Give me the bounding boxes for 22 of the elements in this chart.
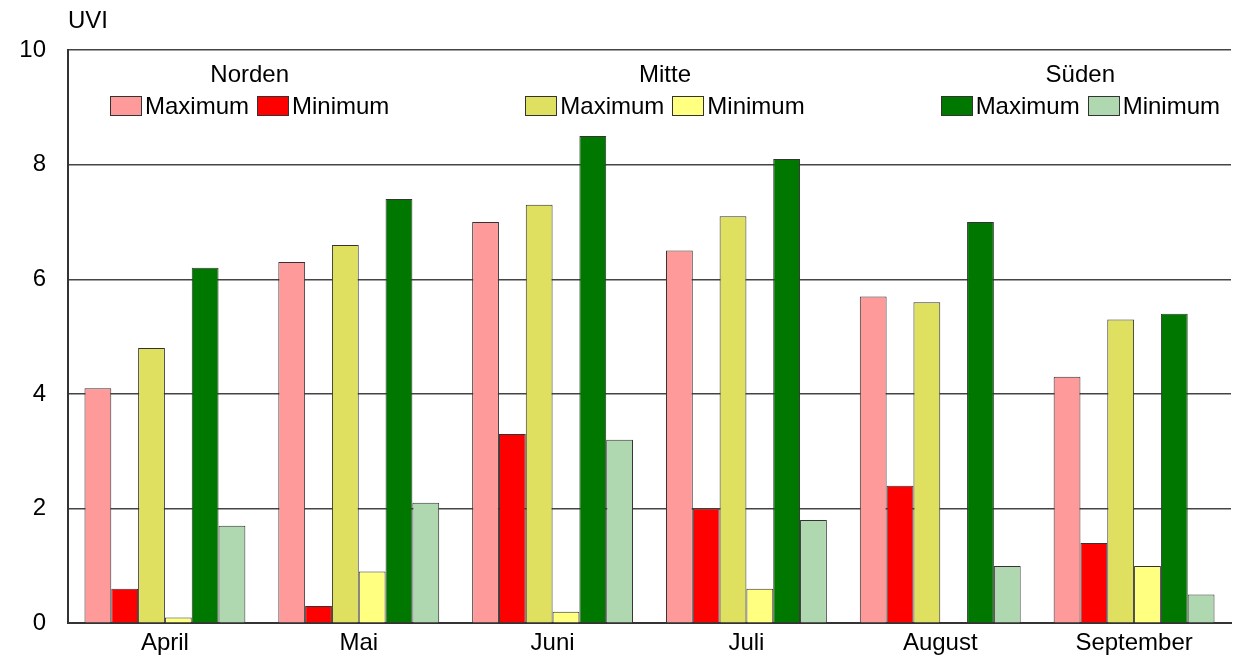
legend-label: Maximum (560, 92, 665, 120)
x-tick-label: September (1075, 628, 1193, 656)
y-tick-label: 0 (32, 607, 46, 635)
y-tick-label: 4 (32, 378, 46, 406)
x-tick-label: April (140, 628, 189, 656)
legend-label: Maximum (975, 92, 1080, 120)
x-tick-label: Mai (339, 628, 379, 656)
y-tick-label: 2 (32, 493, 46, 521)
x-tick-label: Juli (728, 628, 765, 656)
y-axis-title: UVI (68, 6, 109, 34)
y-tick-label: 8 (32, 149, 46, 177)
legend-label: Minimum (707, 92, 805, 120)
x-tick-label: August (902, 628, 978, 656)
annotation: Mitte (638, 60, 691, 88)
legend-label: Maximum (145, 92, 250, 120)
annotation: Süden (1045, 60, 1115, 88)
legend-label: Minimum (292, 92, 390, 120)
annotation: Norden (210, 60, 290, 88)
y-tick-label: 10 (19, 34, 46, 62)
legend-label: Minimum (1122, 92, 1220, 120)
x-tick-label: Juni (530, 628, 575, 656)
y-tick-label: 6 (32, 263, 46, 291)
